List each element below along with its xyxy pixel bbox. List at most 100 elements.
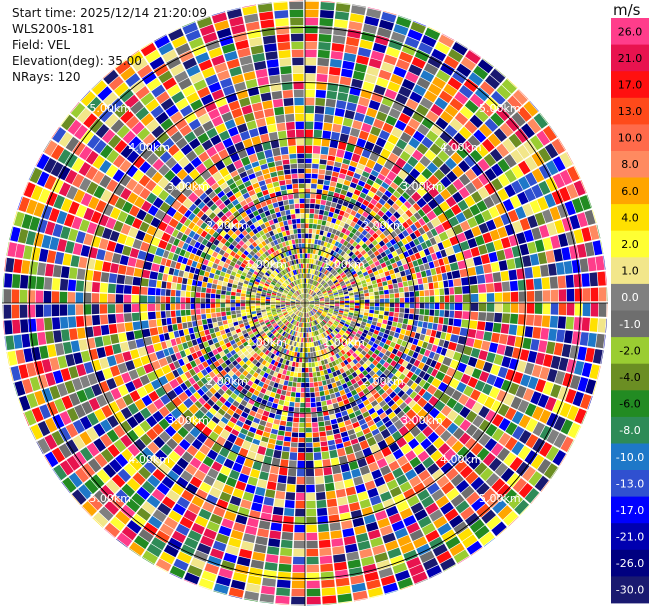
velocity-cell [384,329,390,335]
velocity-cell [510,313,519,324]
velocity-cell [407,349,415,357]
velocity-cell [408,64,423,76]
velocity-cell [579,332,589,346]
velocity-cell [451,270,461,279]
velocity-cell [96,469,111,484]
velocity-cell [242,286,247,291]
velocity-cell [306,468,315,477]
velocity-cell [581,273,590,287]
velocity-cell [423,315,429,322]
velocity-cell [336,326,341,331]
velocity-cell [173,330,180,338]
velocity-cell [391,520,405,532]
velocity-cell [95,200,107,213]
velocity-cell [198,578,215,590]
velocity-cell [311,417,318,423]
velocity-cell [360,423,369,430]
velocity-cell [421,355,428,364]
velocity-cell [372,366,379,373]
velocity-cell [357,226,364,233]
velocity-cell [250,325,256,330]
velocity-cell [561,344,572,358]
velocity-cell [326,399,332,405]
velocity-cell [332,323,337,328]
velocity-cell [412,351,419,359]
velocity-cell [316,290,320,294]
velocity-cell [331,382,337,388]
velocity-cell [111,474,126,488]
velocity-cell [131,285,140,295]
velocity-cell [5,335,15,351]
velocity-cell [175,310,181,317]
velocity-cell [156,319,162,327]
velocity-cell [147,244,158,255]
velocity-cell [139,304,148,312]
velocity-cell [321,313,327,317]
velocity-cell [300,322,302,328]
velocity-cell [391,348,398,355]
velocity-cell [247,431,255,438]
velocity-cell [258,363,265,370]
velocity-cell [305,248,308,254]
velocity-cell [329,66,341,76]
velocity-cell [152,468,166,482]
velocity-cell [245,525,258,536]
velocity-cell [106,429,119,443]
velocity-cell [298,437,305,443]
velocity-cell [222,355,229,362]
velocity-cell [238,432,246,440]
velocity-cell [333,553,346,563]
velocity-cell [527,215,538,229]
velocity-cell [216,472,228,484]
velocity-cell [100,433,113,448]
velocity-cell [18,398,24,412]
velocity-cell [30,424,43,440]
velocity-cell [393,288,399,293]
velocity-cell [250,468,260,479]
velocity-cell [353,393,360,401]
velocity-cell [313,259,317,265]
velocity-cell [352,4,367,8]
velocity-cell [275,490,286,500]
velocity-cell [305,73,316,82]
velocity-cell [262,313,267,317]
velocity-cell [374,310,379,315]
velocity-cell [502,303,511,313]
velocity-cell [378,258,385,264]
velocity-cell [567,440,575,453]
velocity-cell [335,283,340,287]
velocity-cell [364,141,375,151]
velocity-cell [452,427,465,440]
velocity-cell [305,328,307,333]
velocity-cell [414,229,421,238]
velocity-cell [24,410,37,426]
velocity-cell [355,356,362,362]
velocity-cell [436,346,443,354]
velocity-cell [394,343,401,350]
velocity-cell [357,47,372,58]
velocity-cell [132,472,146,486]
velocity-cell [215,298,221,303]
velocity-cell [276,297,281,300]
velocity-cell [359,465,370,476]
velocity-cell [343,212,350,219]
velocity-cell [277,475,287,484]
velocity-cell [362,283,368,288]
velocity-cell [165,310,171,318]
velocity-cell [259,471,269,481]
velocity-cell [210,308,216,313]
velocity-cell [453,278,462,287]
velocity-cell [127,340,137,350]
velocity-cell [88,495,103,511]
velocity-cell [345,236,352,243]
velocity-cell [557,275,566,289]
velocity-cell [140,278,149,287]
velocity-cell [245,300,251,303]
velocity-cell [347,225,354,232]
velocity-cell [299,312,302,317]
velocity-cell [210,395,218,403]
velocity-cell [386,198,395,206]
velocity-cell [157,272,163,281]
velocity-cell [211,313,217,318]
velocity-cell [255,308,261,311]
